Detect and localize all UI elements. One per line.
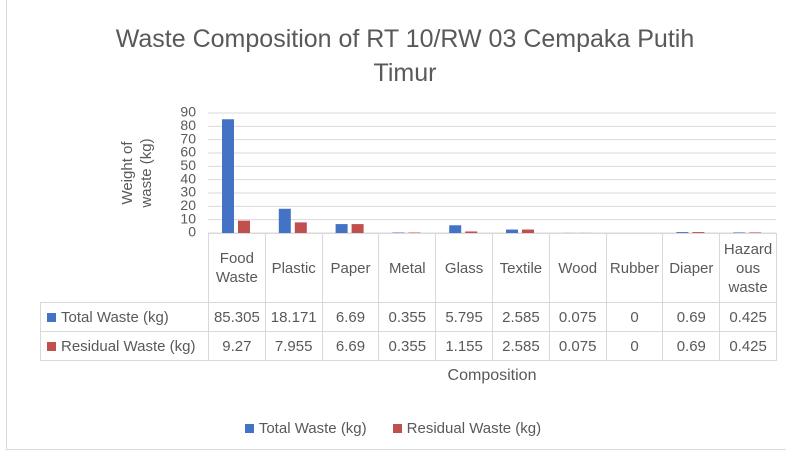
value-cell: 0.425 (719, 331, 777, 361)
series-cell: Residual Waste (kg) (40, 331, 209, 361)
category-cell: Food Waste (208, 233, 266, 303)
legend-key (47, 341, 56, 351)
legend-label: Total Waste (kg) (258, 420, 367, 437)
y-tick-label: 70 (180, 130, 196, 146)
bar (465, 231, 478, 233)
y-tick-label: 0 (188, 224, 196, 240)
bar (278, 208, 291, 233)
value-cell: 85.305 (208, 302, 266, 332)
y-tick-label: 80 (180, 117, 196, 133)
value-cell: 0.355 (378, 302, 437, 332)
value-cell: 9.27 (208, 331, 266, 361)
bar (522, 229, 534, 233)
bar (335, 224, 348, 233)
category-cell: Glass (435, 233, 493, 303)
category-cell: Hazardous waste (719, 233, 777, 303)
bar (294, 222, 307, 233)
y-tick-label: 40 (180, 170, 196, 186)
legend-key (392, 424, 402, 433)
value-cell: 0.075 (548, 331, 607, 361)
legend-key (47, 312, 56, 322)
y-tick-label: 30 (180, 184, 196, 200)
y-tick-label: 10 (180, 210, 196, 226)
value-cell: 6.69 (321, 331, 380, 361)
value-cell: 5.795 (435, 302, 493, 332)
value-cell: 2.585 (492, 331, 550, 361)
value-cell: 6.69 (321, 302, 380, 332)
bar (692, 232, 705, 233)
x-axis-title: Composition (447, 367, 537, 384)
bar (238, 220, 250, 233)
frame-edge (6, 449, 786, 450)
y-tick-label: 20 (180, 197, 196, 213)
bar (351, 224, 364, 233)
y-tick-label: 90 (180, 104, 196, 120)
legend-label: Residual Waste (kg) (406, 420, 542, 437)
category-cell: Paper (321, 233, 380, 303)
legend-key (244, 424, 254, 433)
value-cell: 18.171 (264, 302, 323, 332)
value-cell: 2.585 (492, 302, 550, 332)
value-cell: 0.075 (548, 302, 607, 332)
series-name: Total Waste (kg) (61, 308, 169, 326)
bar (733, 232, 746, 233)
value-cell: 0 (605, 331, 664, 361)
value-cell: 7.955 (264, 331, 323, 361)
bar (506, 229, 518, 233)
legend-item: Residual Waste (kg) (392, 420, 542, 437)
value-cell: 1.155 (435, 331, 493, 361)
category-cell: Textile (492, 233, 550, 303)
value-cell: 0.355 (378, 331, 437, 361)
bar (222, 119, 234, 233)
category-cell: Diaper (662, 233, 721, 303)
category-cell: Wood (548, 233, 607, 303)
frame-edge (6, 0, 7, 450)
category-cell: Plastic (264, 233, 323, 303)
bar (676, 232, 689, 233)
series-name: Residual Waste (kg) (61, 337, 196, 355)
bar (749, 232, 762, 233)
series-cell: Total Waste (kg) (40, 302, 209, 332)
y-tick-label: 60 (180, 144, 196, 160)
value-cell: 0.425 (719, 302, 777, 332)
value-cell: 0.69 (662, 302, 721, 332)
value-cell: 0 (605, 302, 664, 332)
legend-item: Total Waste (kg) (244, 420, 367, 437)
legend: Total Waste (kg) Residual Waste (kg) (0, 420, 786, 437)
category-cell: Metal (378, 233, 437, 303)
y-tick-label: 50 (180, 157, 196, 173)
category-cell: Rubber (605, 233, 664, 303)
chart-title: Waste Composition of RT 10/RW 03 Cempaka… (115, 25, 695, 87)
value-cell: 0.69 (662, 331, 721, 361)
bar (449, 225, 462, 233)
